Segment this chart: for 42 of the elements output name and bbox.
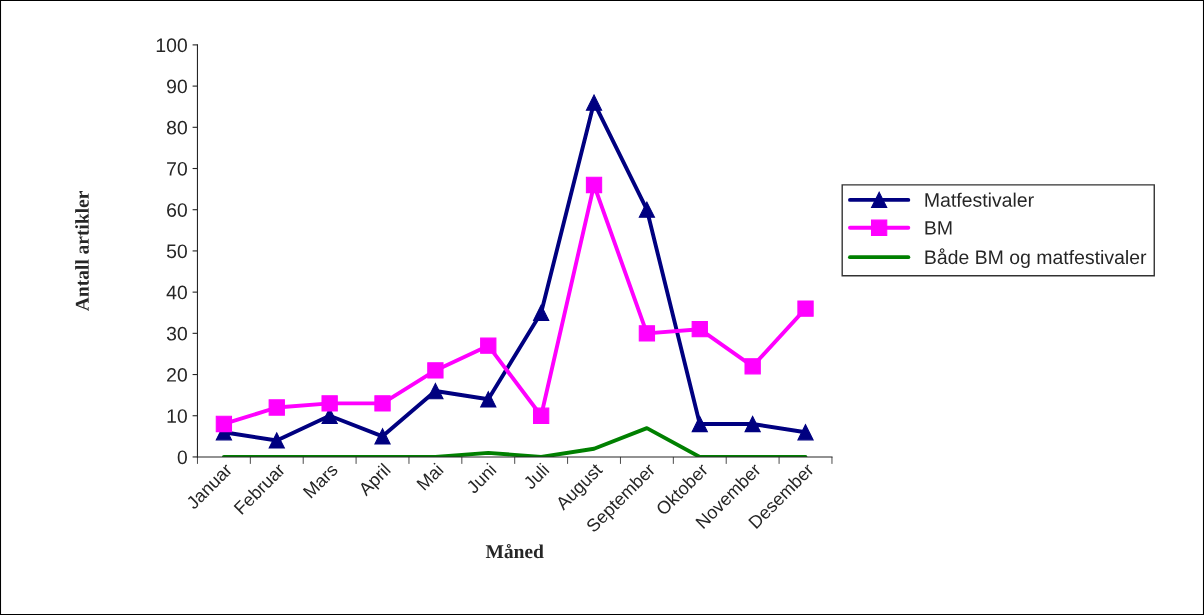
y-tick-label: 30 — [166, 326, 187, 341]
y-tick-label: 100 — [156, 38, 187, 53]
y-axis-title: Antall artikler — [75, 191, 89, 311]
point — [374, 428, 391, 445]
y-tick-label: 10 — [167, 409, 187, 423]
point — [744, 358, 761, 375]
x-tick-label: Juni — [465, 462, 497, 495]
point — [215, 415, 233, 433]
legend-label: BM — [925, 221, 952, 235]
point — [797, 424, 814, 441]
y-tick-label: 40 — [166, 285, 187, 300]
point — [321, 395, 338, 412]
point — [480, 337, 497, 354]
point — [691, 415, 708, 433]
point — [691, 321, 708, 338]
point — [427, 362, 444, 379]
point — [585, 94, 603, 111]
point — [268, 399, 285, 416]
x-tick-label: Mai — [415, 462, 444, 491]
y-tick-label: 90 — [167, 79, 187, 94]
point — [532, 407, 550, 424]
y-tick-label: 60 — [167, 203, 187, 217]
point — [427, 382, 444, 400]
point — [585, 176, 603, 194]
point — [480, 391, 497, 408]
point — [638, 325, 656, 342]
y-tick-label: 70 — [167, 161, 187, 176]
y-tick-label: 0 — [177, 450, 187, 465]
point — [268, 432, 285, 449]
y-tick-label: 80 — [166, 120, 187, 135]
point — [638, 201, 656, 218]
legend-label: Matfestivaler — [925, 192, 1034, 207]
point — [374, 395, 391, 412]
y-tick-label: 50 — [166, 244, 187, 259]
line-series — [221, 426, 808, 457]
x-tick-label: Juli — [522, 462, 550, 491]
point — [532, 304, 550, 321]
legend-label: Både BM og matfestivaler — [925, 248, 1147, 269]
x-axis-title: Måned — [485, 543, 544, 559]
point — [744, 415, 761, 433]
point — [797, 300, 814, 317]
y-tick-label: 20 — [167, 368, 187, 382]
